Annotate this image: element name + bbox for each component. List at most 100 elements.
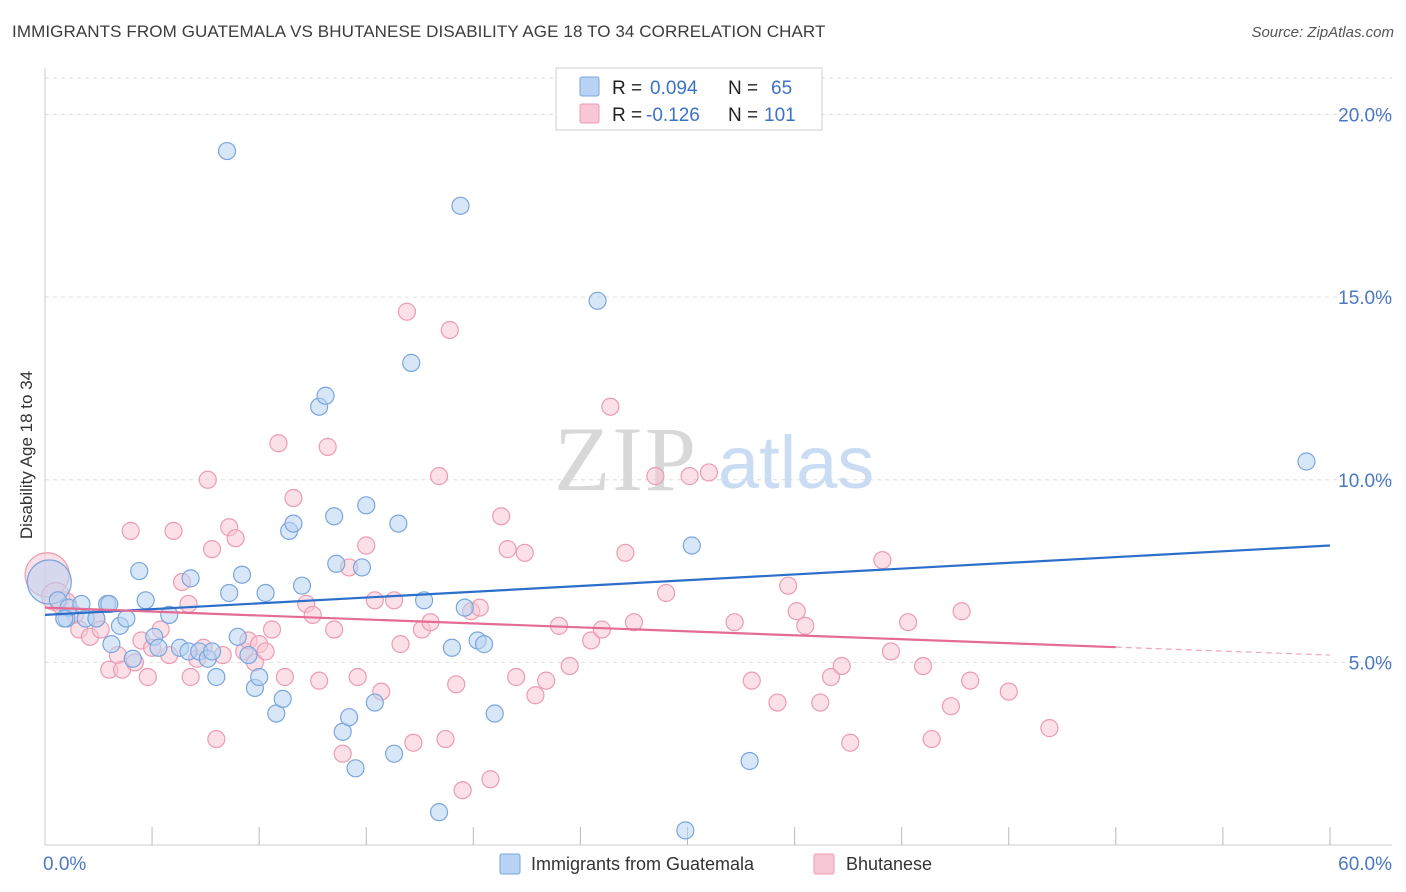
legend-n-value-1: 65 — [771, 78, 792, 99]
point-bhutanese-59 — [447, 675, 466, 694]
point-bhutanese-66 — [507, 667, 526, 687]
point-guatemala-44 — [352, 558, 372, 577]
legend-n-label-2: N = — [728, 105, 758, 126]
point-bhutanese-93 — [898, 613, 918, 632]
point-bhutanese-41 — [310, 671, 329, 690]
point-bhutanese-67 — [515, 543, 534, 562]
point-bhutanese-77 — [646, 467, 665, 486]
point-bhutanese-37 — [275, 667, 294, 687]
point-guatemala-39 — [325, 507, 344, 526]
point-guatemala-54 — [455, 598, 474, 617]
stats-legend-box — [555, 67, 823, 131]
point-bhutanese-90 — [841, 733, 860, 752]
point-bhutanese-81 — [725, 613, 744, 632]
point-bhutanese-52 — [397, 302, 417, 321]
point-bhutanese-89 — [832, 656, 851, 676]
point-bhutanese-83 — [768, 693, 787, 712]
chart-title: IMMIGRANTS FROM GUATEMALA VS BHUTANESE D… — [12, 22, 826, 41]
point-guatemala-31 — [256, 583, 275, 603]
point-guatemala-30 — [250, 667, 269, 687]
point-bhutanese-75 — [616, 543, 635, 562]
point-bhutanese-18 — [164, 521, 183, 540]
tick-labels: 5.0% 10.0% 15.0% 20.0% 0.0% 60.0% — [43, 106, 1392, 875]
point-guatemala-19 — [181, 569, 200, 588]
point-bhutanese-35 — [262, 620, 282, 639]
point-bhutanese-20 — [179, 594, 198, 614]
point-guatemala-62 — [1297, 452, 1316, 471]
point-guatemala-42 — [340, 708, 359, 727]
point-bhutanese-99 — [999, 682, 1018, 701]
point-guatemala-25 — [220, 583, 239, 603]
bottom-swatch-guatemala — [499, 853, 521, 875]
point-bhutanese-98 — [961, 671, 980, 690]
point-bhutanese-51 — [391, 635, 410, 654]
point-guatemala-59 — [676, 821, 695, 840]
legend-swatch-guatemala — [579, 76, 600, 97]
point-bhutanese-58 — [440, 320, 459, 340]
y-tick-label-1: 10.0% — [1338, 471, 1392, 492]
point-guatemala-43 — [346, 759, 365, 778]
legend-swatch-bhutanese — [579, 103, 600, 124]
point-guatemala-33 — [273, 689, 292, 709]
series-legend: Immigrants from Guatemala Bhutanese — [499, 853, 932, 875]
axes — [44, 68, 1392, 846]
point-bhutanese-79 — [680, 467, 699, 486]
legend-r-label-2: R = — [612, 105, 642, 126]
point-guatemala-36 — [292, 576, 312, 595]
trend-line-bhutanese — [44, 606, 1116, 649]
point-bhutanese-21 — [181, 667, 200, 687]
point-bhutanese-40 — [303, 605, 322, 625]
point-bhutanese-88 — [821, 667, 841, 687]
bottom-legend-guatemala: Immigrants from Guatemala — [531, 854, 755, 874]
point-guatemala-45 — [357, 496, 376, 515]
point-bhutanese-100 — [1040, 719, 1059, 738]
point-bhutanese-44 — [333, 744, 352, 763]
point-bhutanese-48 — [365, 591, 384, 610]
trend-lines — [44, 544, 1331, 656]
source-label: Source: ZipAtlas.com — [1251, 24, 1394, 41]
point-bhutanese-53 — [404, 733, 423, 752]
point-bhutanese-36 — [269, 434, 288, 453]
point-bhutanese-95 — [922, 729, 941, 749]
y-tick-label-0: 5.0% — [1349, 653, 1392, 674]
point-guatemala-8 — [102, 635, 121, 654]
point-bhutanese-73 — [592, 620, 611, 639]
point-guatemala-50 — [414, 591, 434, 610]
y-axis-label-wrap: Disability Age 18 to 34 — [15, 371, 39, 539]
point-guatemala-57 — [485, 704, 504, 723]
x-tick-label-0: 0.0% — [43, 854, 86, 875]
point-guatemala-53 — [451, 196, 470, 215]
watermark-atlas: atlas — [718, 421, 874, 504]
point-bhutanese-82 — [742, 671, 761, 690]
point-bhutanese-65 — [498, 540, 517, 559]
point-guatemala-28 — [239, 645, 258, 665]
point-bhutanese-47 — [357, 536, 376, 555]
point-guatemala-49 — [402, 353, 421, 372]
point-guatemala-26 — [228, 627, 247, 646]
bottom-swatch-bhutanese — [813, 853, 835, 875]
legend-r-value-1: 0.094 — [650, 78, 698, 99]
point-guatemala-47 — [384, 744, 404, 763]
x-tick-label-1: 60.0% — [1338, 854, 1392, 875]
point-bhutanese-46 — [348, 667, 367, 687]
watermark: ZIP atlas — [554, 408, 874, 510]
point-guatemala-38 — [316, 386, 335, 405]
point-guatemala-46 — [365, 693, 384, 712]
point-bhutanese-85 — [787, 602, 806, 621]
legend-r-value-2: -0.126 — [646, 105, 700, 126]
legend-r-label-1: R = — [612, 78, 642, 99]
point-bhutanese-87 — [811, 693, 830, 712]
point-guatemala-35 — [284, 514, 303, 533]
point-guatemala-60 — [682, 536, 701, 555]
point-guatemala-15 — [149, 638, 168, 657]
point-guatemala-11 — [123, 649, 142, 668]
point-bhutanese-86 — [796, 616, 815, 635]
point-bhutanese-63 — [481, 770, 500, 789]
point-guatemala-12 — [130, 561, 149, 581]
point-guatemala-51 — [429, 803, 449, 822]
point-bhutanese-91 — [873, 551, 892, 570]
point-bhutanese-71 — [560, 656, 579, 676]
point-bhutanese-64 — [492, 507, 511, 526]
stats-legend: R = 0.094 N = 65 R = -0.126 N = 101 — [555, 67, 823, 131]
